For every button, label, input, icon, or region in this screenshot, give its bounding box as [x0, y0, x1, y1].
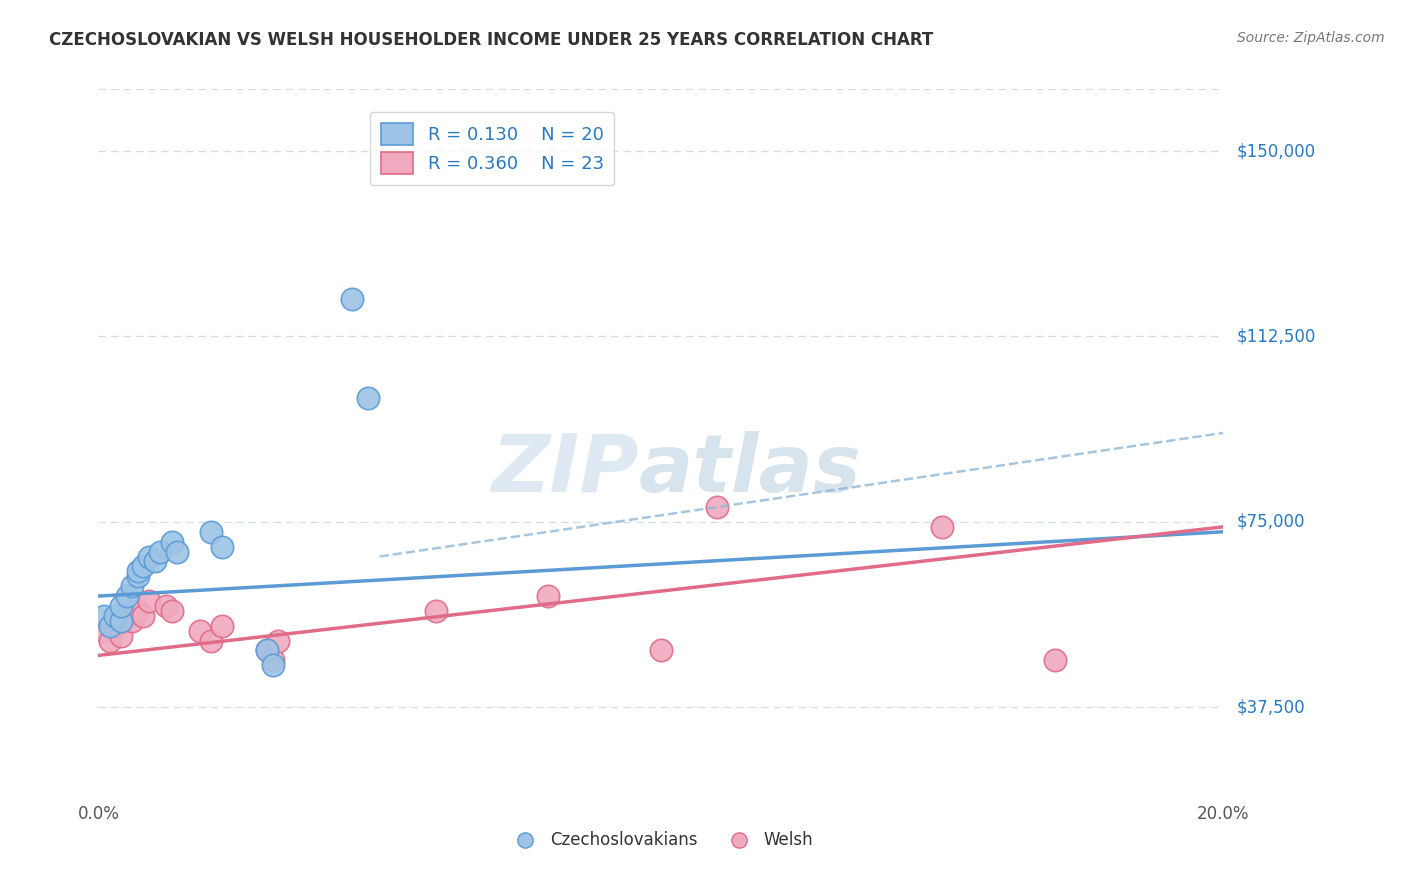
Text: CZECHOSLOVAKIAN VS WELSH HOUSEHOLDER INCOME UNDER 25 YEARS CORRELATION CHART: CZECHOSLOVAKIAN VS WELSH HOUSEHOLDER INC…: [49, 31, 934, 49]
Point: [262, 653, 284, 667]
Point: [267, 633, 290, 648]
Point: [115, 589, 138, 603]
Point: [262, 658, 284, 673]
Point: [127, 569, 149, 583]
Point: [256, 643, 278, 657]
Point: [121, 614, 143, 628]
Point: [98, 633, 121, 648]
Point: [357, 391, 380, 405]
Point: [149, 544, 172, 558]
Point: [188, 624, 211, 638]
Point: [200, 524, 222, 539]
Point: [155, 599, 177, 613]
Point: [110, 599, 132, 613]
Point: [104, 608, 127, 623]
Point: [931, 520, 953, 534]
Point: [127, 565, 149, 579]
Legend: Czechoslovakians, Welsh: Czechoslovakians, Welsh: [502, 825, 820, 856]
Point: [110, 629, 132, 643]
Point: [650, 643, 672, 657]
Text: Source: ZipAtlas.com: Source: ZipAtlas.com: [1237, 31, 1385, 45]
Text: $75,000: $75,000: [1237, 513, 1306, 531]
Point: [121, 579, 143, 593]
Text: atlas: atlas: [638, 431, 860, 508]
Point: [138, 594, 160, 608]
Point: [143, 554, 166, 568]
Point: [98, 619, 121, 633]
Point: [211, 619, 233, 633]
Point: [115, 608, 138, 623]
Text: ZIP: ZIP: [491, 431, 638, 508]
Point: [537, 589, 560, 603]
Point: [200, 633, 222, 648]
Point: [127, 604, 149, 618]
Text: $37,500: $37,500: [1237, 698, 1306, 716]
Point: [166, 544, 188, 558]
Point: [93, 608, 115, 623]
Point: [340, 293, 363, 307]
Text: $112,500: $112,500: [1237, 327, 1316, 345]
Point: [425, 604, 447, 618]
Point: [706, 500, 728, 514]
Point: [211, 540, 233, 554]
Point: [132, 559, 155, 574]
Point: [160, 534, 183, 549]
Text: $150,000: $150,000: [1237, 142, 1316, 160]
Point: [1043, 653, 1066, 667]
Point: [104, 619, 127, 633]
Point: [160, 604, 183, 618]
Point: [110, 614, 132, 628]
Point: [138, 549, 160, 564]
Point: [256, 643, 278, 657]
Point: [93, 624, 115, 638]
Point: [132, 608, 155, 623]
